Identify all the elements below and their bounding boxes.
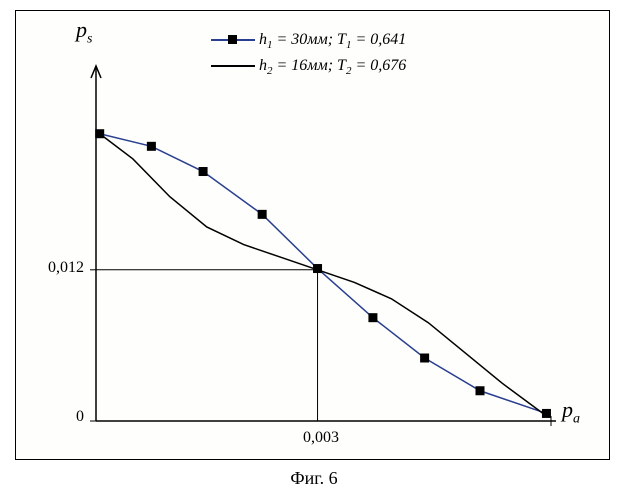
figure-caption: Фиг. 6 — [0, 468, 628, 489]
chart-frame: ps pa 0,012 0 0,003 h1 = 30мм; T1 = 0,64… — [15, 10, 610, 460]
plot-svg — [16, 11, 609, 459]
